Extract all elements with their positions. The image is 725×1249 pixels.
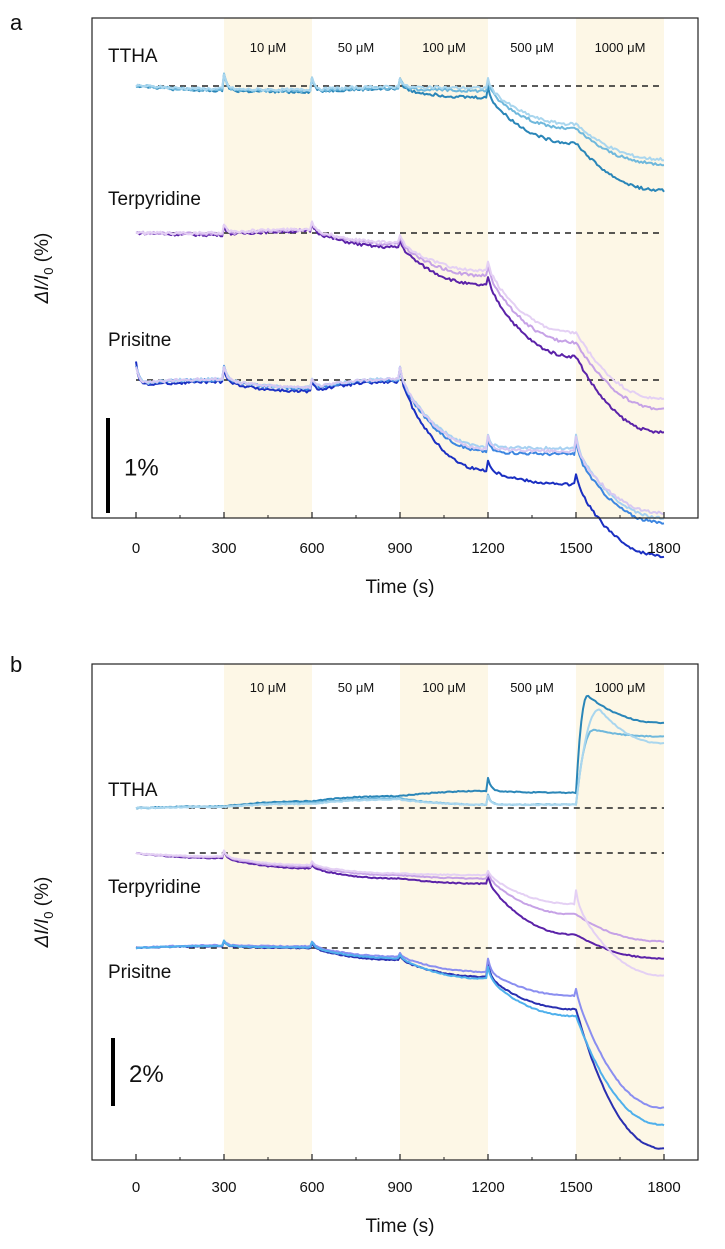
- b-x-axis-label: Time (s): [366, 1216, 435, 1237]
- a-baselines: [136, 85, 664, 381]
- x-tick-label-2: 600: [299, 540, 324, 557]
- b-y-label-unit: (%): [32, 877, 53, 912]
- b-scalebar: 2%: [111, 1038, 164, 1106]
- band-label-4: 1000 μM: [595, 680, 646, 695]
- band-label-2: 100 μM: [422, 40, 466, 55]
- band-shade-0: [224, 18, 312, 518]
- x-tick-label-4: 1200: [471, 1179, 504, 1196]
- series-line-ttha-3: [135, 708, 665, 810]
- band-label-0: 10 μM: [250, 40, 286, 55]
- panel-a: a 10 μM 50 μM 100 μM 500 μM 1000 μM TTHA Terp…: [10, 10, 699, 598]
- series-line-terpyridine-3: [135, 849, 665, 977]
- a-concentration-bands: [224, 18, 664, 518]
- group-label-1: Terpyridine: [108, 189, 201, 210]
- a-x-axis-ticks: 0 300 600 900 1200 1500 1800: [91, 512, 681, 557]
- b-x-axis-ticks: 0 300 600 900 1200 1500 1800: [91, 1154, 681, 1196]
- band-shade-0: [224, 664, 312, 1160]
- x-tick-label-0: 0: [132, 1179, 140, 1196]
- b-plot-frame: [91, 663, 699, 1161]
- band-label-4: 1000 μM: [595, 40, 646, 55]
- a-plot-frame: [91, 17, 699, 519]
- b-concentration-bands: [224, 664, 664, 1160]
- group-label-2: Prisitne: [108, 962, 171, 983]
- a-band-labels: 10 μM 50 μM 100 μM 500 μM 1000 μM: [250, 40, 646, 55]
- band-label-3: 500 μM: [510, 680, 554, 695]
- b-band-labels: 10 μM 50 μM 100 μM 500 μM 1000 μM: [250, 680, 646, 695]
- a-y-label-main: ΔI/I: [32, 274, 53, 304]
- panel-b: b 10 μM 50 μM 100 μM 500 μM 1000 μM TTHA Terp…: [10, 652, 699, 1237]
- scalebar-label: 1%: [124, 455, 159, 482]
- x-tick-label-5: 1500: [559, 540, 592, 557]
- a-group-labels: TTHA Terpyridine Prisitne: [108, 46, 201, 351]
- b-y-label-sub: 0: [41, 912, 56, 919]
- band-label-1: 50 μM: [338, 40, 374, 55]
- scalebar-label: 2%: [129, 1061, 164, 1088]
- a-y-axis-label: ΔI/I0 (%): [32, 233, 56, 305]
- b-y-label-main: ΔI/I: [32, 918, 53, 948]
- b-series: [135, 694, 665, 1150]
- band-label-2: 100 μM: [422, 680, 466, 695]
- x-tick-label-4: 1200: [471, 540, 504, 557]
- x-tick-label-0: 0: [132, 540, 140, 557]
- x-tick-label-3: 900: [387, 1179, 412, 1196]
- x-tick-label-3: 900: [387, 540, 412, 557]
- b-y-axis-label: ΔI/I0 (%): [32, 877, 56, 949]
- band-shade-4: [576, 664, 664, 1160]
- series-line-prisitne-3: [135, 939, 665, 1127]
- x-tick-label-1: 300: [211, 1179, 236, 1196]
- x-tick-label-6: 1800: [647, 1179, 680, 1196]
- b-group-labels: TTHA Terpyridine Prisitne: [108, 780, 201, 983]
- x-tick-label-6: 1800: [647, 540, 680, 557]
- series-line-prisitne-4: [135, 366, 665, 515]
- panel-label-a: a: [10, 10, 23, 35]
- band-shade-2: [400, 18, 488, 518]
- x-tick-label-1: 300: [211, 540, 236, 557]
- group-label-1: Terpyridine: [108, 877, 201, 898]
- band-label-3: 500 μM: [510, 40, 554, 55]
- x-tick-label-5: 1500: [559, 1179, 592, 1196]
- a-y-label-unit: (%): [32, 233, 53, 268]
- series-line-ttha-3: [135, 73, 665, 162]
- band-shade-4: [576, 18, 664, 518]
- group-label-2: Prisitne: [108, 330, 171, 351]
- x-tick-label-2: 600: [299, 1179, 324, 1196]
- panel-label-b: b: [10, 652, 22, 677]
- a-y-label-sub: 0: [41, 268, 56, 275]
- a-scalebar: 1%: [106, 418, 159, 513]
- a-x-axis-label: Time (s): [366, 577, 435, 598]
- group-label-0: TTHA: [108, 46, 158, 67]
- group-label-0: TTHA: [108, 780, 158, 801]
- band-label-1: 50 μM: [338, 680, 374, 695]
- band-shade-2: [400, 664, 488, 1160]
- band-label-0: 10 μM: [250, 680, 286, 695]
- a-series: [135, 72, 665, 559]
- series-line-terpyridine-3: [135, 220, 665, 400]
